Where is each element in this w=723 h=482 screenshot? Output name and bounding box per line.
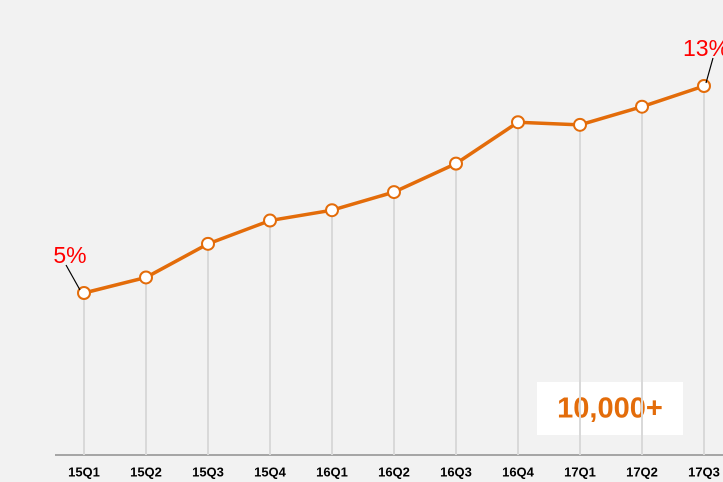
x-tick-label: 15Q2 xyxy=(130,464,162,479)
x-tick-label: 15Q1 xyxy=(68,464,100,479)
x-tick-label: 15Q3 xyxy=(192,464,224,479)
marker xyxy=(387,185,401,200)
x-tick-label: 17Q1 xyxy=(564,464,596,479)
marker xyxy=(77,286,91,300)
x-tick-label: 16Q4 xyxy=(502,464,535,479)
marker xyxy=(511,115,525,130)
marker xyxy=(325,203,339,218)
x-tick-label: 17Q2 xyxy=(626,464,658,479)
x-tick-label: 15Q4 xyxy=(254,464,287,479)
x-tick-label: 16Q3 xyxy=(440,464,472,479)
marker xyxy=(201,236,215,251)
marker xyxy=(263,213,277,228)
marker xyxy=(449,156,463,171)
value-label: 5% xyxy=(53,242,86,268)
leader-line xyxy=(705,57,714,84)
leader-line xyxy=(65,264,81,291)
value-label: 13% xyxy=(683,35,723,61)
marker xyxy=(635,99,649,114)
x-tick-label: 16Q1 xyxy=(316,464,348,479)
x-tick-label: 16Q2 xyxy=(378,464,410,479)
annotation: 10,000+ xyxy=(557,393,663,425)
x-tick-label: 17Q3 xyxy=(688,464,720,479)
annotation-box xyxy=(537,382,683,435)
marker xyxy=(573,117,587,132)
marker xyxy=(139,270,153,285)
marker xyxy=(697,79,711,93)
